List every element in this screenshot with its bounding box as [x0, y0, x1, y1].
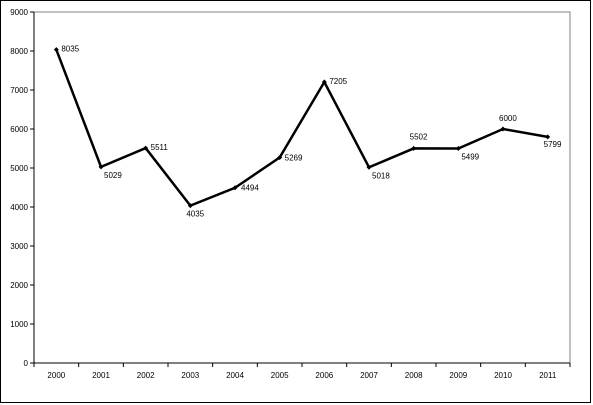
x-tick-label: 2008 [405, 371, 423, 380]
data-point [366, 164, 372, 170]
data-label: 7205 [329, 77, 347, 86]
data-point [53, 47, 59, 53]
data-label: 6000 [499, 114, 517, 123]
data-label: 5018 [372, 171, 390, 180]
y-tick-label: 7000 [10, 86, 28, 95]
data-point [98, 164, 104, 170]
data-point [187, 203, 193, 209]
x-tick-label: 2000 [47, 371, 65, 380]
data-point [143, 145, 149, 151]
data-point [411, 145, 417, 151]
x-tick-label: 2001 [92, 371, 110, 380]
data-label: 5029 [104, 171, 122, 180]
data-point [455, 146, 461, 152]
data-point [277, 155, 283, 161]
data-label: 5499 [461, 153, 479, 162]
y-tick-label: 3000 [10, 242, 28, 251]
y-tick-label: 6000 [10, 125, 28, 134]
data-point [321, 79, 327, 85]
y-tick-label: 5000 [10, 164, 28, 173]
x-tick-label: 2002 [137, 371, 155, 380]
x-tick-label: 2003 [181, 371, 199, 380]
y-tick-label: 1000 [10, 320, 28, 329]
x-tick-label: 2009 [449, 371, 467, 380]
data-point [545, 134, 551, 140]
data-label: 5511 [151, 143, 169, 152]
data-label: 5799 [544, 140, 562, 149]
data-label: 4494 [241, 184, 259, 193]
series-line [55, 49, 548, 208]
y-tick-label: 2000 [10, 281, 28, 290]
data-label: 4035 [186, 210, 204, 219]
data-label: 5502 [410, 132, 428, 141]
y-tick-label: 9000 [10, 8, 28, 17]
x-tick-label: 2004 [226, 371, 244, 380]
x-tick-label: 2006 [315, 371, 333, 380]
y-tick-label: 8000 [10, 47, 28, 56]
data-label: 5269 [285, 154, 303, 163]
data-label: 8035 [61, 45, 79, 54]
data-point [232, 185, 238, 191]
y-tick-label: 4000 [10, 203, 28, 212]
plot-area [33, 11, 571, 364]
x-tick-label: 2007 [360, 371, 378, 380]
y-tick-label: 0 [24, 359, 29, 368]
x-tick-label: 2011 [539, 371, 557, 380]
x-tick-label: 2010 [494, 371, 512, 380]
x-tick-label: 2005 [271, 371, 289, 380]
data-point [500, 126, 506, 132]
